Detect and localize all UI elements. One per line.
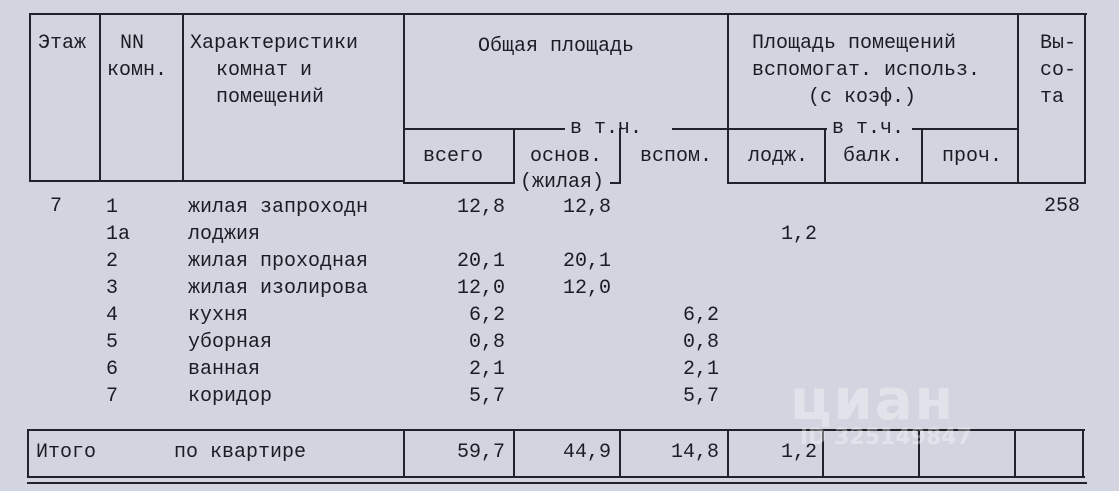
summary-label: Итого xyxy=(36,441,97,464)
cell-loggia: 1,2 xyxy=(780,223,817,246)
cell-no: 3 xyxy=(106,277,119,300)
cell-name: коридор xyxy=(188,385,273,408)
header-aux-area: Площадь помещений xyxy=(752,32,957,55)
header-incl-2: в т.ч. xyxy=(832,117,905,140)
floor-value: 7 xyxy=(50,195,63,218)
header-aux-area-3: (с коэф.) xyxy=(808,86,917,109)
header-incl: в т.ч. xyxy=(570,117,643,140)
header-room-no-2: комн. xyxy=(107,59,168,82)
cell-no: 2 xyxy=(106,250,119,273)
cell-aux: 6,2 xyxy=(682,304,719,327)
cell-total: 12,8 xyxy=(456,196,505,219)
cell-total: 12,0 xyxy=(456,277,505,300)
header-floor: Этаж xyxy=(38,32,87,55)
summary-main: 44,9 xyxy=(562,441,611,464)
cell-name: лоджия xyxy=(188,223,261,246)
header-characteristics: Характеристики xyxy=(190,32,359,55)
header-balcony: балк. xyxy=(843,145,904,168)
header-aux-area-2: вспомогат. использ. xyxy=(752,59,981,82)
cell-name: жилая изолирова xyxy=(188,277,369,300)
cell-main: 12,0 xyxy=(562,277,611,300)
cell-no: 6 xyxy=(106,358,119,381)
cell-no: 1 xyxy=(106,196,119,219)
cell-aux: 2,1 xyxy=(682,358,719,381)
header-characteristics-2: комнат и xyxy=(216,59,313,82)
cell-total: 20,1 xyxy=(456,250,505,273)
cell-total: 2,1 xyxy=(468,358,505,381)
cell-main: 20,1 xyxy=(562,250,611,273)
summary-total: 59,7 xyxy=(456,441,505,464)
cell-no: 5 xyxy=(106,331,119,354)
cell-no: 1а xyxy=(106,223,131,246)
header-loggia: лодж. xyxy=(748,145,809,168)
cell-name: жилая проходная xyxy=(188,250,369,273)
header-characteristics-3: помещений xyxy=(216,86,325,109)
header-height: Вы- xyxy=(1040,32,1077,55)
cell-name: ванная xyxy=(188,358,261,381)
header-total: всего xyxy=(423,145,484,168)
summary-loggia: 1,2 xyxy=(780,441,817,464)
cell-name: кухня xyxy=(188,304,249,327)
summary-label-2: по квартире xyxy=(174,441,307,464)
header-living: (жилая) xyxy=(520,171,605,194)
cell-main: 12,8 xyxy=(562,196,611,219)
cell-no: 7 xyxy=(106,385,119,408)
cell-total: 6,2 xyxy=(468,304,505,327)
cell-name: уборная xyxy=(188,331,273,354)
header-total-area: Общая площадь xyxy=(478,35,635,58)
watermark-id: ID 325149847 xyxy=(800,425,972,450)
cell-total: 5,7 xyxy=(468,385,505,408)
cell-name: жилая запроходн xyxy=(188,196,369,219)
cell-no: 4 xyxy=(106,304,119,327)
header-aux: вспом. xyxy=(640,145,713,168)
header-height-3: та xyxy=(1040,86,1065,109)
header-other: проч. xyxy=(942,145,1003,168)
cell-aux: 0,8 xyxy=(682,331,719,354)
header-main: основ. xyxy=(530,145,603,168)
cell-aux: 5,7 xyxy=(682,385,719,408)
height-value: 258 xyxy=(1043,195,1080,218)
header-height-2: со- xyxy=(1040,59,1077,82)
cian-watermark: циан ID 325149847 xyxy=(790,368,972,450)
watermark-logo: циан xyxy=(790,368,956,433)
cell-total: 0,8 xyxy=(468,331,505,354)
summary-aux: 14,8 xyxy=(670,441,719,464)
header-room-no: NN xyxy=(120,32,145,55)
